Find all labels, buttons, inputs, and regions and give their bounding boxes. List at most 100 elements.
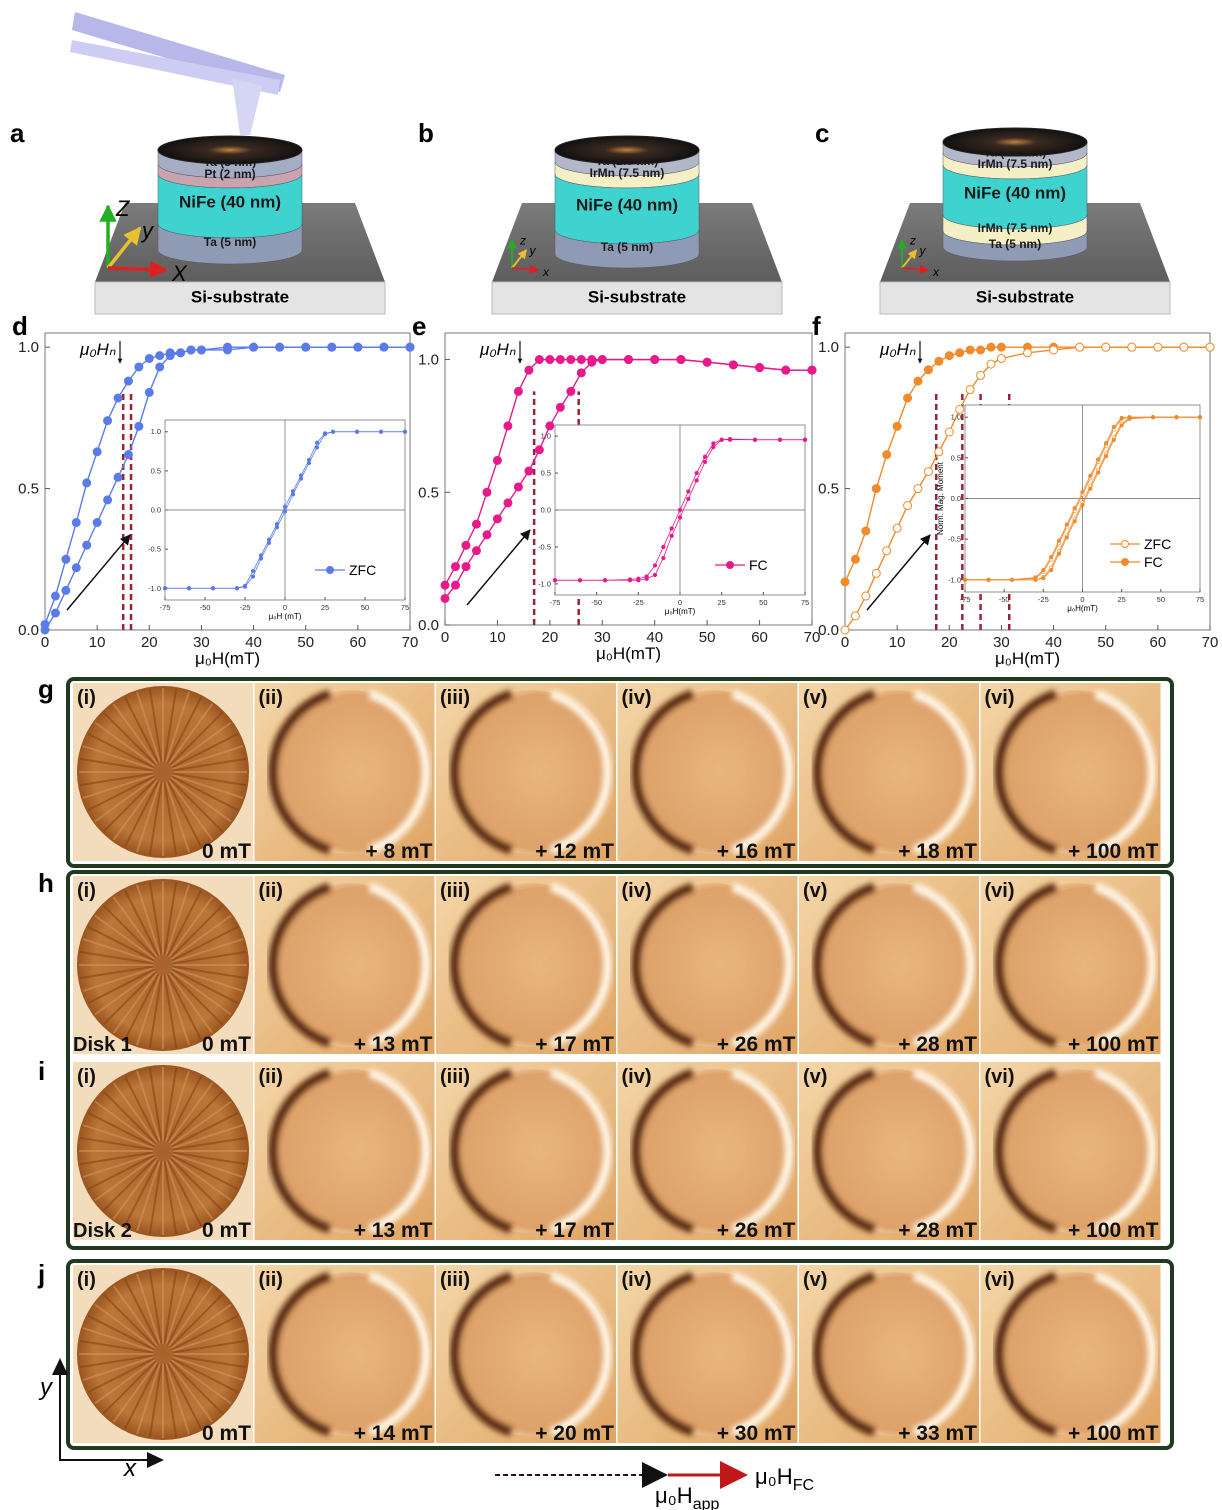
data-point (93, 448, 101, 456)
data-point (645, 577, 649, 581)
image-field: + 28 mT (898, 1033, 977, 1056)
data-point (670, 527, 674, 531)
data-point (914, 377, 922, 385)
data-point (603, 578, 607, 582)
axis-label: X (171, 261, 188, 286)
axis-head (52, 1358, 68, 1375)
data-point (687, 497, 691, 501)
data-point (567, 387, 575, 395)
data-point (51, 592, 59, 600)
image-index: (v) (803, 1066, 827, 1088)
data-point (1198, 415, 1202, 419)
data-point (451, 563, 459, 571)
panel-label: b (418, 118, 434, 148)
image-field: + 8 mT (365, 840, 432, 863)
mfm-image (618, 876, 798, 1054)
data-point (653, 573, 657, 577)
x-tick-label: 0 (678, 598, 682, 607)
image-field: + 17 mT (535, 1033, 614, 1056)
x-tick-label: 60 (751, 629, 768, 646)
substrate-label: Si-substrate (976, 287, 1074, 306)
image-field: 0 mT (202, 840, 251, 863)
x-tick-label: 75 (801, 598, 809, 607)
data-point (315, 441, 319, 445)
data-point (525, 467, 533, 475)
mfm-image (255, 683, 435, 861)
data-point (1151, 415, 1155, 419)
mfm-image (618, 1265, 798, 1443)
image-index: (ii) (259, 1269, 283, 1291)
data-point (628, 578, 632, 582)
image-field: 0 mT (202, 1422, 251, 1445)
data-point (1104, 454, 1108, 458)
data-point (493, 515, 501, 523)
data-point (267, 538, 271, 542)
data-point (355, 430, 359, 434)
panel-label: e (412, 311, 426, 341)
data-point (156, 363, 164, 371)
data-point (41, 626, 49, 634)
data-point (1102, 343, 1110, 351)
data-point (677, 356, 685, 364)
y-tick-label: 0.5 (818, 481, 839, 498)
data-point (945, 428, 953, 436)
data-point (483, 488, 491, 496)
data-point (406, 343, 414, 351)
layer-label: Ta (5 nm) (989, 237, 1041, 251)
image-index: (iv) (622, 687, 652, 709)
panel-label: d (12, 311, 28, 341)
panel-label: h (38, 868, 54, 898)
panel-label: i (38, 1056, 45, 1086)
panel-label: a (10, 118, 25, 148)
x-tick-label: 50 (297, 634, 314, 651)
cooling-field-label: μ₀HFC (755, 1464, 814, 1494)
disk-top (555, 136, 699, 164)
mfm-image (255, 1062, 435, 1240)
data-point (299, 474, 303, 478)
image-index: (i) (77, 880, 96, 902)
axis-label: y (140, 218, 155, 243)
data-point (924, 366, 932, 374)
data-point (578, 578, 582, 582)
data-point (462, 563, 470, 571)
x-axis-label: μ₀H(mT) (665, 607, 696, 616)
y-tick-label: 0.0 (541, 506, 551, 515)
image-index: (iii) (440, 880, 470, 902)
layer-label: IrMn (7.5 nm) (978, 221, 1053, 235)
y-tick-label: 1.0 (151, 427, 161, 436)
data-point (302, 343, 310, 351)
data-point (851, 612, 859, 620)
data-point (862, 592, 870, 600)
data-point (1180, 343, 1188, 351)
data-point (62, 586, 70, 594)
data-point (1050, 346, 1058, 354)
data-point (1096, 458, 1100, 462)
x-tick-label: 60 (350, 634, 367, 651)
data-point (577, 356, 585, 364)
x-tick-label: 25 (321, 603, 329, 612)
disk-label: Disk 2 (73, 1220, 132, 1242)
data-point (567, 356, 575, 364)
data-point (653, 564, 657, 568)
data-point (987, 343, 995, 351)
data-point (1081, 503, 1085, 507)
data-point (1042, 568, 1046, 572)
legend-label: FC (749, 557, 768, 573)
data-point (720, 438, 724, 442)
data-point (1065, 536, 1069, 540)
x-axis-label: μ₀H (mT) (269, 612, 302, 621)
x-tick-label: 20 (941, 634, 958, 651)
image-index: (ii) (259, 687, 283, 709)
x-tick-label: -75 (550, 598, 561, 607)
applied-field-label: μ₀Happ (655, 1483, 720, 1510)
data-point (753, 438, 757, 442)
image-index: (v) (803, 880, 827, 902)
data-point (166, 352, 174, 360)
mfm-image (981, 1062, 1161, 1240)
data-point (104, 417, 112, 425)
substrate-label: Si-substrate (588, 287, 686, 306)
data-point (956, 349, 964, 357)
data-point (966, 386, 974, 394)
cooling-field-label-sub: FC (793, 1477, 814, 1494)
data-point (1010, 578, 1014, 582)
